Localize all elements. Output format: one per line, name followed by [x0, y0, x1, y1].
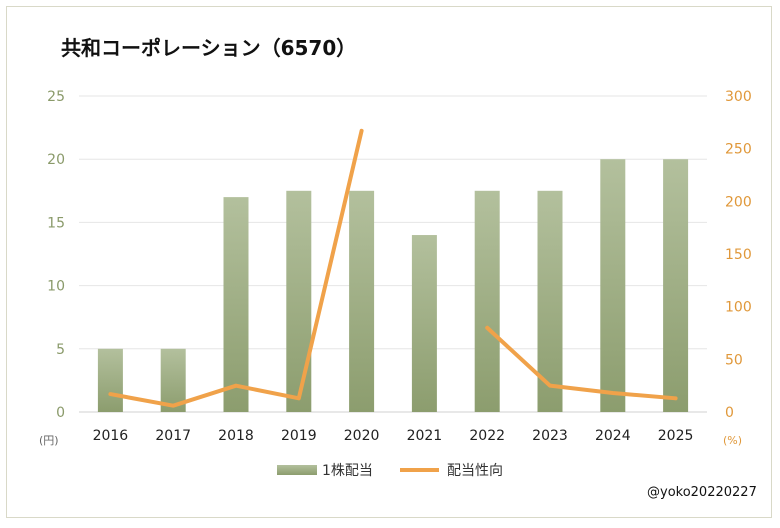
left-tick-label: 5	[56, 342, 65, 358]
legend-bar-swatch	[277, 465, 317, 475]
bar-2018	[223, 197, 249, 412]
chart-title: 共和コーポレーション（6570）	[61, 36, 356, 60]
bar-2023	[537, 190, 563, 412]
right-tick-label: 150	[725, 247, 752, 263]
x-tick-label: 2021	[407, 428, 443, 444]
left-tick-label: 0	[56, 405, 65, 421]
x-tick-label: 2019	[281, 428, 317, 444]
line-series	[108, 128, 678, 408]
right-tick-label: 100	[725, 300, 752, 316]
x-tick-label: 2025	[658, 428, 694, 444]
bar-2025	[663, 159, 689, 412]
bar-2016	[97, 348, 123, 412]
left-axis: 0 5 10 15 20 25	[47, 89, 65, 421]
x-tick-label: 2018	[218, 428, 254, 444]
bar-2022	[474, 190, 500, 412]
x-tick-label: 2022	[469, 428, 505, 444]
x-tick-label: 2017	[155, 428, 191, 444]
left-tick-label: 15	[47, 215, 65, 231]
left-axis-unit: (円)	[39, 434, 59, 447]
x-tick-label: 2016	[93, 428, 129, 444]
chart-frame: 共和コーポレーション（6570） 0 5 10 15 20 25 0 50 100 150 200…	[6, 6, 772, 518]
legend-bar-label: 1株配当	[322, 463, 373, 479]
bar-2019	[286, 190, 312, 412]
left-tick-label: 10	[47, 279, 65, 295]
left-tick-label: 25	[47, 89, 65, 105]
credit-text: @yoko20220227	[647, 485, 757, 500]
bar-2021	[411, 235, 437, 412]
right-axis-unit: (%)	[723, 434, 742, 447]
right-tick-label: 200	[725, 194, 752, 210]
bar-series	[97, 159, 689, 412]
left-tick-label: 20	[47, 152, 65, 168]
right-tick-label: 50	[725, 352, 743, 368]
right-tick-label: 250	[725, 142, 752, 158]
bar-2024	[600, 159, 626, 412]
payout-ratio-line	[485, 325, 678, 401]
bar-2020	[349, 190, 375, 412]
x-tick-label: 2023	[532, 428, 568, 444]
right-axis: 0 50 100 150 200 250 300	[725, 89, 752, 421]
right-tick-label: 300	[725, 89, 752, 105]
x-tick-label: 2024	[595, 428, 631, 444]
x-tick-label: 2020	[344, 428, 380, 444]
legend-line-label: 配当性向	[447, 463, 503, 479]
x-axis: 2016 2017 2018 2019 2020 2021 2022 2023 2024 2025	[93, 428, 694, 444]
legend: 1株配当 配当性向	[277, 463, 503, 479]
right-tick-label: 0	[725, 405, 734, 421]
